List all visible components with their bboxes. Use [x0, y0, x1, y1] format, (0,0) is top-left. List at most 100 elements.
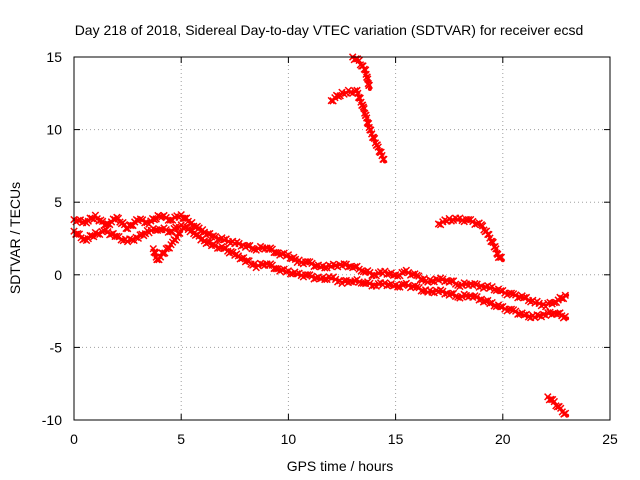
data-point: [156, 225, 164, 234]
data-point: [491, 242, 499, 251]
data-point: [132, 233, 140, 242]
y-tick-label: 10: [46, 122, 62, 138]
data-point: [471, 220, 479, 229]
data-point: [464, 215, 473, 224]
data-point: [359, 279, 368, 288]
data-point: [250, 260, 259, 268]
x-tick-label: 0: [70, 431, 78, 447]
data-point: [340, 276, 348, 285]
data-point: [496, 287, 505, 295]
data-point: [293, 270, 301, 278]
series-band-lower: [70, 221, 570, 322]
data-point: [373, 141, 382, 149]
data-point: [93, 230, 102, 238]
data-point: [367, 86, 372, 91]
data-point: [357, 267, 366, 275]
data-point: [496, 303, 505, 311]
data-point: [348, 263, 357, 272]
data-point: [355, 56, 363, 65]
data-point: [520, 293, 528, 302]
data-point: [507, 305, 516, 313]
data-point: [286, 270, 295, 278]
data-point: [370, 271, 378, 279]
data-point: [237, 242, 245, 250]
data-point: [141, 219, 149, 227]
data-point: [383, 270, 391, 279]
series-arc-18h: [434, 214, 506, 263]
data-point: [481, 297, 490, 305]
data-point: [544, 308, 552, 317]
data-point: [441, 290, 449, 298]
data-point: [382, 159, 387, 164]
data-point: [475, 296, 483, 304]
data-point: [74, 216, 83, 225]
data-point: [406, 271, 415, 279]
data-point: [447, 289, 456, 298]
data-point: [272, 264, 280, 273]
data-point: [400, 280, 408, 289]
y-axis-label: SDTVAR / TECUs: [7, 182, 23, 294]
data-point: [321, 275, 329, 284]
x-axis-label: GPS time / hours: [287, 458, 394, 474]
data-point: [351, 263, 359, 271]
data-point: [507, 289, 516, 297]
data-point: [565, 293, 570, 298]
data-point: [447, 217, 456, 225]
data-point: [524, 313, 533, 321]
y-tick-label: 15: [46, 49, 62, 65]
data-point: [514, 310, 522, 319]
data-point: [310, 275, 318, 283]
data-point: [565, 413, 570, 418]
data-point: [393, 283, 402, 291]
data-point: [107, 230, 116, 238]
series-layer: [70, 53, 570, 418]
ticks: 0 5 10 15 20 25 -10 -5 0 5 10 15: [42, 49, 618, 447]
data-point: [243, 241, 252, 250]
data-point: [213, 244, 222, 253]
x-tick-label: 5: [177, 431, 185, 447]
data-point: [565, 316, 570, 321]
data-point: [303, 257, 312, 266]
series-arc-13h-upper: [348, 53, 374, 91]
data-point: [539, 310, 548, 319]
series-arc-13h-lower: [327, 86, 388, 164]
data-point: [520, 311, 528, 319]
data-point: [321, 264, 329, 272]
data-point: [188, 218, 196, 227]
data-point: [550, 298, 559, 307]
data-point: [533, 311, 541, 319]
series-tail-22h: [544, 393, 570, 418]
x-tick-label: 15: [388, 431, 404, 447]
plot-border: [73, 56, 611, 421]
data-point: [428, 277, 436, 286]
data-point: [363, 73, 371, 81]
data-point: [278, 266, 286, 274]
x-tick-label: 10: [281, 431, 297, 447]
data-point: [278, 250, 286, 258]
data-point: [374, 279, 383, 288]
data-point: [473, 292, 481, 301]
data-point: [514, 294, 522, 302]
data-point: [383, 281, 391, 290]
data-point: [398, 268, 406, 277]
y-tick-label: 5: [54, 194, 62, 210]
grid: [74, 57, 610, 420]
data-point: [272, 248, 280, 257]
x-tick-label: 20: [495, 431, 511, 447]
series-band-upper: [70, 210, 570, 311]
x-tick-label: 25: [602, 431, 618, 447]
data-point: [346, 88, 355, 97]
data-point: [303, 270, 312, 279]
data-point: [248, 244, 256, 253]
data-point: [125, 235, 134, 243]
y-tick-label: -10: [42, 412, 62, 428]
y-tick-label: 0: [54, 267, 62, 283]
data-point: [451, 292, 460, 301]
data-point: [179, 229, 184, 234]
data-point: [365, 81, 374, 90]
data-point: [479, 298, 488, 306]
data-point: [500, 258, 505, 263]
data-point: [98, 227, 106, 236]
data-point: [486, 299, 494, 308]
